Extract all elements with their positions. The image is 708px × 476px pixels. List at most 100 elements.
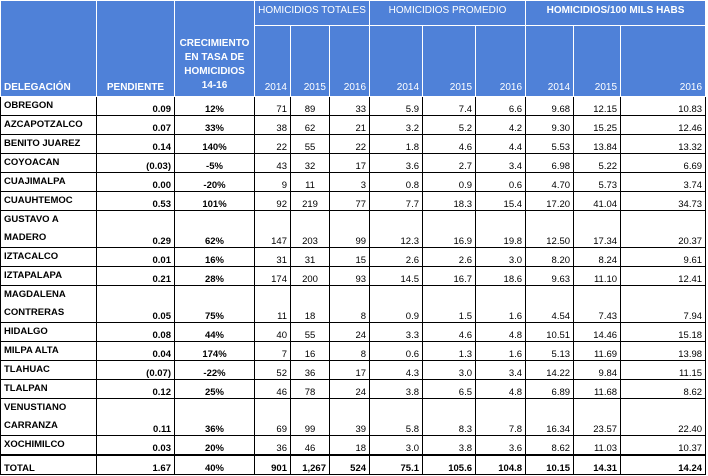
value-cell: 10.83 — [620, 96, 707, 116]
delegacion-cell: IZTAPALAPA — [0, 266, 97, 286]
value-cell: 9.63 — [525, 266, 575, 286]
pendiente-cell: 0.04 — [96, 341, 175, 361]
value-cell: 15 — [328, 247, 371, 267]
value-cell: 5.13 — [525, 341, 575, 361]
value-cell: 15.18 — [620, 322, 707, 342]
header-year: 2014 — [525, 25, 575, 97]
value-cell: 12.3 — [369, 210, 424, 248]
value-cell: 8.24 — [573, 247, 622, 267]
table-row: IZTAPALAPA 0.21 28% 174 200 93 14.5 16.7 18.6 9.6… — [0, 266, 707, 286]
value-cell: 8.20 — [525, 247, 575, 267]
value-cell: 10.37 — [620, 435, 707, 456]
value-cell: 15.25 — [573, 115, 622, 135]
value-cell: 3.8 — [369, 379, 424, 399]
value-cell: 8 — [328, 341, 371, 361]
header-group-totales: HOMICIDIOS TOTALES — [253, 0, 371, 26]
total-value: 10.15 — [525, 454, 575, 475]
value-cell: 36 — [254, 435, 291, 456]
total-value: 524 — [328, 454, 371, 475]
value-cell: 9.84 — [573, 360, 622, 380]
header-year: 2015 — [573, 25, 622, 97]
value-cell: 89 — [290, 96, 330, 116]
pendiente-cell: 0.53 — [96, 191, 175, 211]
header-year: 2014 — [254, 25, 291, 97]
delegacion-cell: CUAJIMALPA — [0, 172, 97, 192]
value-cell: 22.40 — [620, 398, 707, 436]
value-cell: 4.6 — [422, 134, 477, 154]
value-cell: 3.4 — [475, 360, 527, 380]
value-cell: 32 — [290, 153, 330, 173]
value-cell: 11.15 — [620, 360, 707, 380]
value-cell: 7.43 — [573, 285, 622, 323]
delegacion-cell: TLALPAN — [0, 379, 97, 399]
value-cell: 0.9 — [369, 285, 424, 323]
value-cell: 6.89 — [525, 379, 575, 399]
pendiente-cell: 0.09 — [96, 96, 175, 116]
value-cell: 12.50 — [525, 210, 575, 248]
value-cell: 147 — [254, 210, 291, 248]
table-row: TLALPAN 0.12 25% 46 78 24 3.8 6.5 4.8 6.89 11.68 8.… — [0, 379, 707, 399]
table-row: VENUSTIANO CARRANZA 0.11 36% 69 99 39 5.8 8.3 7.… — [0, 398, 707, 436]
value-cell: 11 — [254, 285, 291, 323]
value-cell: 18 — [328, 435, 371, 456]
value-cell: 2.6 — [369, 247, 424, 267]
crecimiento-cell: 28% — [174, 266, 255, 286]
value-cell: 3.6 — [369, 153, 424, 173]
value-cell: 203 — [290, 210, 330, 248]
value-cell: 0.6 — [369, 341, 424, 361]
header-year-row: 2014 2015 2016 2014 2015 2016 2014 2015 2016 — [1, 25, 707, 97]
value-cell: 4.70 — [525, 172, 575, 192]
total-value: 1,267 — [290, 454, 330, 475]
value-cell: 99 — [328, 210, 371, 248]
header-year: 2015 — [290, 25, 330, 97]
total-value: 14.31 — [573, 454, 622, 475]
value-cell: 92 — [254, 191, 291, 211]
value-cell: 8.3 — [422, 398, 477, 436]
value-cell: 21 — [328, 115, 371, 135]
value-cell: 200 — [290, 266, 330, 286]
value-cell: 174 — [254, 266, 291, 286]
total-crecimiento: 40% — [174, 454, 255, 475]
crecimiento-cell: 33% — [174, 115, 255, 135]
value-cell: 2.7 — [422, 153, 477, 173]
value-cell: 2.6 — [422, 247, 477, 267]
delegacion-cell: AZCAPOTZALCO — [0, 115, 97, 135]
delegacion-cell: OBREGON — [0, 96, 97, 116]
delegacion-cell: CUAUHTEMOC — [0, 191, 97, 211]
delegacion-cell: BENITO JUAREZ — [0, 134, 97, 154]
value-cell: 62 — [290, 115, 330, 135]
value-cell: 41.04 — [573, 191, 622, 211]
value-cell: 1.3 — [422, 341, 477, 361]
value-cell: 18.6 — [475, 266, 527, 286]
value-cell: 4.2 — [475, 115, 527, 135]
crecimiento-cell: 20% — [174, 435, 255, 456]
pendiente-cell: 0.14 — [96, 134, 175, 154]
total-value: 105.6 — [422, 454, 477, 475]
value-cell: 69 — [254, 398, 291, 436]
value-cell: 17 — [328, 153, 371, 173]
value-cell: 6.6 — [475, 96, 527, 116]
value-cell: 6.69 — [620, 153, 707, 173]
crecimiento-cell: 44% — [174, 322, 255, 342]
value-cell: 19.8 — [475, 210, 527, 248]
total-value: 14.24 — [620, 454, 707, 475]
value-cell: 46 — [254, 379, 291, 399]
table-row: TLAHUAC (0.07) -22% 52 36 17 4.3 3.0 3.4 14.22 9.8… — [0, 360, 707, 380]
value-cell: 11.10 — [573, 266, 622, 286]
header-group-tasa: HOMICIDIOS/100 MILS HABS — [525, 0, 707, 26]
table-row: CUAJIMALPA 0.00 -20% 9 11 3 0.8 0.9 0.6 4.70 5.73 3… — [0, 172, 707, 192]
value-cell: 71 — [254, 96, 291, 116]
delegacion-cell: MAGDALENA CONTRERAS — [0, 285, 97, 323]
value-cell: 4.8 — [475, 379, 527, 399]
value-cell: 13.32 — [620, 134, 707, 154]
crecimiento-cell: 62% — [174, 210, 255, 248]
value-cell: 23.57 — [573, 398, 622, 436]
table-row: MAGDALENA CONTRERAS 0.05 75% 11 18 8 0.9 1.5 1.6… — [0, 285, 707, 323]
crecimiento-cell: 25% — [174, 379, 255, 399]
value-cell: 40 — [254, 322, 291, 342]
crecimiento-cell: 36% — [174, 398, 255, 436]
value-cell: 9.68 — [525, 96, 575, 116]
value-cell: 5.9 — [369, 96, 424, 116]
value-cell: 3.0 — [369, 435, 424, 456]
